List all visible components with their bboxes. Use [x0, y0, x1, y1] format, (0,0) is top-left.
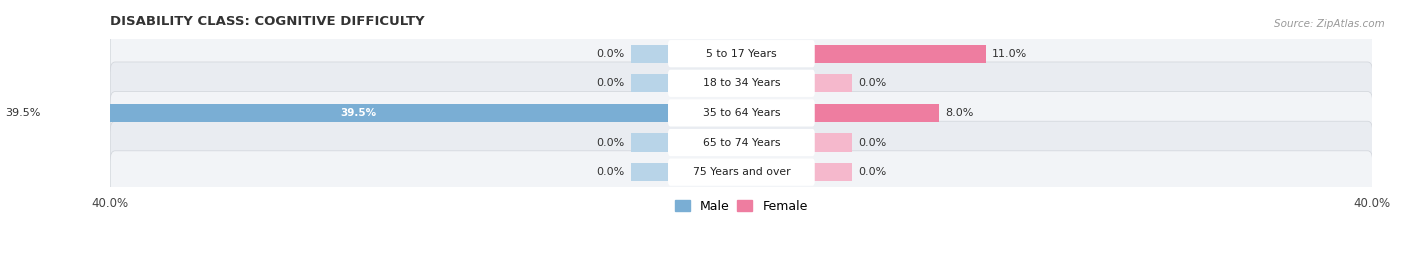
Bar	[631, 163, 671, 181]
FancyBboxPatch shape	[668, 40, 814, 67]
FancyBboxPatch shape	[110, 62, 1372, 105]
Bar	[48, 104, 671, 122]
Text: 0.0%: 0.0%	[596, 137, 624, 147]
Text: 39.5%: 39.5%	[340, 108, 377, 118]
Text: 8.0%: 8.0%	[945, 108, 973, 118]
Bar	[631, 133, 671, 152]
Text: 5 to 17 Years: 5 to 17 Years	[706, 49, 776, 59]
Text: 0.0%: 0.0%	[858, 167, 886, 177]
Bar	[813, 44, 986, 63]
Bar	[813, 104, 939, 122]
Text: Source: ZipAtlas.com: Source: ZipAtlas.com	[1274, 19, 1385, 29]
Bar	[813, 74, 852, 93]
Text: 0.0%: 0.0%	[858, 78, 886, 88]
FancyBboxPatch shape	[110, 151, 1372, 193]
FancyBboxPatch shape	[668, 70, 814, 97]
Bar	[631, 44, 671, 63]
Text: 11.0%: 11.0%	[993, 49, 1028, 59]
Text: 0.0%: 0.0%	[858, 137, 886, 147]
Text: 18 to 34 Years: 18 to 34 Years	[703, 78, 780, 88]
Text: 65 to 74 Years: 65 to 74 Years	[703, 137, 780, 147]
FancyBboxPatch shape	[110, 121, 1372, 164]
Text: 0.0%: 0.0%	[596, 167, 624, 177]
Text: 35 to 64 Years: 35 to 64 Years	[703, 108, 780, 118]
FancyBboxPatch shape	[110, 92, 1372, 134]
Text: 39.5%: 39.5%	[6, 108, 41, 118]
FancyBboxPatch shape	[668, 99, 814, 126]
FancyBboxPatch shape	[668, 129, 814, 156]
Text: DISABILITY CLASS: COGNITIVE DIFFICULTY: DISABILITY CLASS: COGNITIVE DIFFICULTY	[110, 15, 425, 28]
Bar	[631, 74, 671, 93]
Bar	[813, 133, 852, 152]
Legend: Male, Female: Male, Female	[671, 195, 813, 218]
FancyBboxPatch shape	[668, 158, 814, 186]
Bar	[813, 163, 852, 181]
FancyBboxPatch shape	[110, 32, 1372, 75]
Text: 75 Years and over: 75 Years and over	[693, 167, 790, 177]
Text: 0.0%: 0.0%	[596, 78, 624, 88]
Text: 0.0%: 0.0%	[596, 49, 624, 59]
